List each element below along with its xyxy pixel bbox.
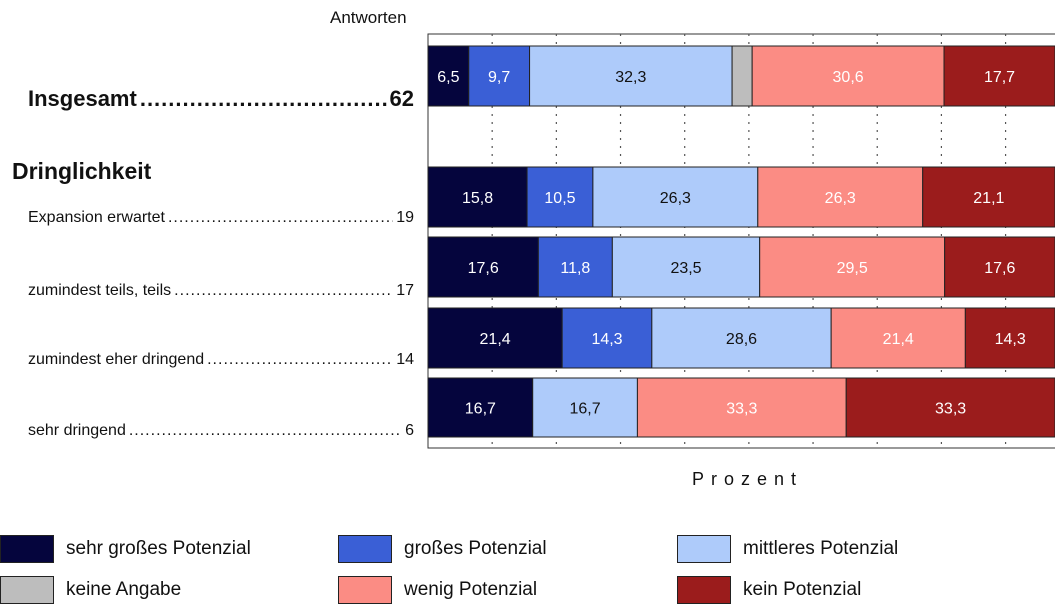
bar-segment (526, 166, 594, 228)
bar-segment (427, 166, 528, 228)
bar-segment (532, 377, 638, 438)
leader-dots: ........................................… (207, 351, 393, 368)
overall-count: 62 (389, 86, 414, 111)
data-label: 15,8 (462, 190, 493, 207)
data-label: 10,5 (544, 190, 575, 207)
data-label: 30,6 (833, 69, 864, 86)
data-label: 6,5 (437, 69, 459, 86)
bar-segment (427, 307, 563, 369)
legend-swatch (677, 576, 731, 604)
x-axis-label: Prozent (692, 469, 804, 489)
legend-label: keine Angabe (66, 579, 182, 600)
category-count: 6 (405, 422, 414, 439)
data-label: 17,7 (984, 69, 1015, 86)
legend-item: keine Angabe (0, 576, 181, 604)
data-label: 21,4 (883, 331, 914, 348)
category-name: sehr dringend (28, 422, 126, 439)
legend-item: kein Potenzial (677, 576, 861, 604)
legend-item: wenig Potenzial (338, 576, 537, 604)
category-name: Expansion erwartet (28, 209, 165, 226)
overall-name: Insgesamt (28, 86, 137, 111)
data-label: 26,3 (825, 190, 856, 207)
bar-segment (529, 45, 733, 107)
data-label: 17,6 (468, 260, 499, 277)
data-label: 14,3 (591, 331, 622, 348)
bar-segment (751, 45, 945, 107)
leader-dots: ........................................… (174, 282, 393, 299)
legend-label: großes Potenzial (404, 538, 547, 559)
category-count: 14 (396, 351, 414, 368)
data-label: 21,4 (480, 331, 511, 348)
data-label: 33,3 (726, 401, 757, 418)
bar-segment (427, 377, 534, 438)
leader-dots: ........................................… (128, 422, 402, 439)
legend-swatch (0, 576, 54, 604)
data-label: 16,7 (569, 401, 600, 418)
overall-label: Insgesamt ..............................… (28, 86, 414, 112)
section-title: Dringlichkeit (12, 158, 152, 184)
data-label: 28,6 (726, 331, 757, 348)
bar-segment (561, 307, 653, 369)
bar-segment (759, 236, 946, 298)
data-label: 26,3 (660, 190, 691, 207)
bar-segment (830, 307, 966, 369)
category-count: 19 (396, 209, 414, 226)
category-label-expansion: Expansion erwartet .....................… (28, 209, 414, 227)
leader-dots: ........................................… (139, 86, 387, 111)
bar-segment (427, 45, 470, 107)
category-count: 17 (396, 282, 414, 299)
data-label: 9,7 (488, 69, 510, 86)
data-label: 11,8 (560, 260, 590, 277)
bar-segment (944, 236, 1055, 298)
category-name: zumindest eher dringend (28, 351, 205, 368)
legend-label: wenig Potenzial (404, 579, 538, 600)
legend-item: großes Potenzial (338, 535, 547, 563)
chart-title: Antworten (330, 8, 407, 27)
data-label: 29,5 (837, 260, 868, 277)
legend-swatch (338, 535, 392, 563)
data-label: 23,5 (670, 260, 701, 277)
legend-label: sehr großes Potenzial (66, 538, 251, 559)
data-label: 21,1 (973, 190, 1004, 207)
data-label: 17,6 (984, 260, 1015, 277)
category-label-sehr-dringend: sehr dringend ..........................… (28, 422, 414, 440)
bar-segment (943, 45, 1055, 107)
bar-segment (611, 236, 761, 298)
category-name: zumindest teils, teils (28, 282, 172, 299)
legend-swatch (0, 535, 54, 563)
bar-segment (537, 236, 613, 298)
bar-segment (964, 307, 1055, 369)
bar-segment (592, 166, 759, 228)
legend-swatch (338, 576, 392, 604)
category-label-eher-dringend: zumindest eher dringend ................… (28, 351, 414, 369)
legend-label: mittleres Potenzial (743, 538, 899, 559)
legend-item: sehr großes Potenzial (0, 535, 251, 563)
bar-segment (731, 45, 753, 107)
data-label: 33,3 (935, 401, 966, 418)
legend-item: mittleres Potenzial (677, 535, 898, 563)
data-label: 14,3 (995, 331, 1026, 348)
bar-segment (922, 166, 1055, 228)
bar-segment (636, 377, 847, 438)
bar-segment (757, 166, 924, 228)
data-label: 32,3 (615, 69, 646, 86)
legend-swatch (677, 535, 731, 563)
legend-label: kein Potenzial (743, 579, 862, 600)
leader-dots: ........................................… (167, 209, 393, 226)
category-label-teils: zumindest teils, teils .................… (28, 282, 414, 300)
data-label: 16,7 (465, 401, 496, 418)
